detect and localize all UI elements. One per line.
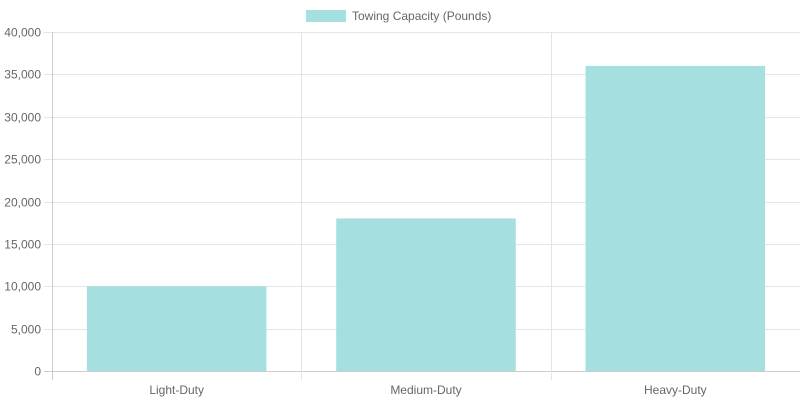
bar <box>336 218 516 371</box>
y-tick-label: 5,000 <box>11 323 41 337</box>
y-tick-label: 25,000 <box>4 153 41 167</box>
x-tick-label: Heavy-Duty <box>644 383 707 397</box>
x-tick-label: Light-Duty <box>149 383 204 397</box>
legend-label[interactable]: Towing Capacity (Pounds) <box>352 9 491 23</box>
y-tick-label: 15,000 <box>4 238 41 252</box>
y-tick-label: 35,000 <box>4 68 41 82</box>
y-tick-label: 30,000 <box>4 111 41 125</box>
y-tick-label: 10,000 <box>4 280 41 294</box>
bars <box>86 65 766 372</box>
y-tick-label: 40,000 <box>4 26 41 40</box>
x-tick-label: Medium-Duty <box>390 383 461 397</box>
y-tick-label: 0 <box>34 365 41 379</box>
y-tick-label: 20,000 <box>4 196 41 210</box>
axes: 0 5,000 10,000 15,000 20,000 25,000 30,000 35,0… <box>4 26 706 398</box>
bar <box>86 286 267 371</box>
bar <box>585 65 766 372</box>
legend-swatch[interactable] <box>306 10 346 22</box>
legend[interactable]: Towing Capacity (Pounds) <box>306 9 491 23</box>
